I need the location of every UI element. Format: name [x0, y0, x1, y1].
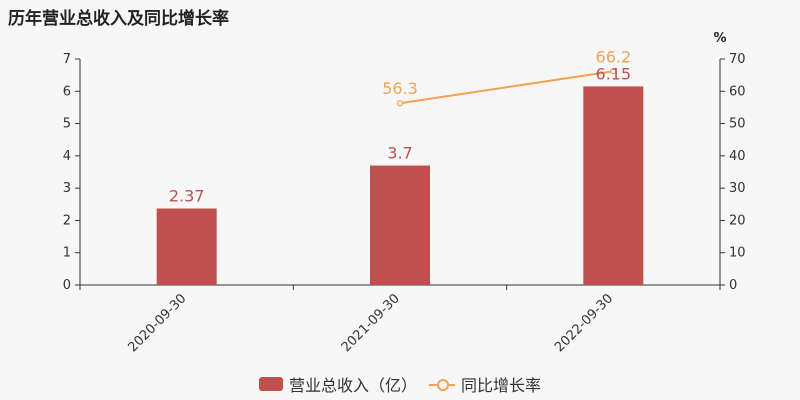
y-tick-left-label: 1: [63, 246, 71, 261]
y-tick-left-label: 6: [63, 84, 71, 99]
legend: 营业总收入（亿） 同比增长率: [0, 372, 800, 396]
legend-label-growth: 同比增长率: [461, 376, 542, 395]
labels-group: 2.37 3.7 6.15 56.3 66.2: [169, 47, 631, 205]
y-tick-right-label: 60: [729, 84, 746, 99]
legend-item-revenue[interactable]: 营业总收入（亿）: [258, 372, 417, 396]
growth-line: [399, 70, 614, 105]
bar-value-label: 6.15: [596, 64, 632, 83]
y-tick-left-label: 3: [63, 181, 71, 196]
bar-swatch-icon: [258, 377, 283, 391]
y-tick-left-label: 7: [63, 52, 71, 67]
line-group: [396, 68, 617, 107]
y-tick-left-label: 0: [63, 278, 71, 293]
legend-label-revenue: 营业总收入（亿）: [288, 376, 417, 395]
y-tick-right-label: 70: [729, 52, 746, 67]
right-axis-unit: %: [713, 31, 726, 46]
y-tick-right-label: 0: [729, 278, 737, 293]
y-tick-right-label: 30: [729, 181, 746, 196]
y-tick-left-label: 5: [63, 117, 71, 132]
bar-value-label: 2.37: [169, 186, 205, 205]
chart-title: 历年营业总收入及同比增长率: [8, 9, 229, 29]
bar: [370, 165, 430, 285]
y-tick-right-label: 50: [729, 117, 746, 132]
bars-group: [156, 86, 644, 285]
x-tick-label: 2022-09-30: [552, 291, 616, 355]
y-tick-right-label: 10: [729, 246, 746, 261]
line-swatch-icon: [429, 377, 455, 391]
bar: [583, 86, 644, 285]
x-tick-label: 2021-09-30: [339, 291, 403, 355]
bar-value-label: 3.7: [387, 144, 412, 163]
growth-value-label: 66.2: [596, 47, 632, 66]
x-tick-label: 2020-09-30: [125, 291, 189, 355]
y-tick-left-label: 4: [63, 149, 71, 164]
growth-value-label: 56.3: [382, 79, 418, 98]
y-tick-right-label: 40: [729, 149, 746, 164]
y-tick-right-label: 20: [729, 213, 746, 228]
y-tick-left-label: 2: [63, 213, 71, 228]
bar: [156, 208, 217, 285]
growth-point: [396, 100, 404, 107]
growth-point: [610, 68, 617, 75]
legend-item-growth[interactable]: 同比增长率: [429, 372, 541, 396]
